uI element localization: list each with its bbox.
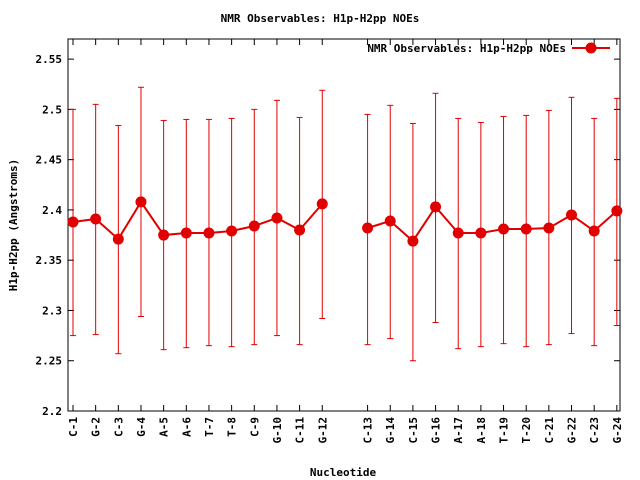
data-point xyxy=(271,212,283,224)
x-tick-label: G-22 xyxy=(566,417,579,444)
data-point xyxy=(248,220,260,232)
x-tick-label: A-6 xyxy=(180,417,193,437)
y-tick-label: 2.25 xyxy=(36,355,63,368)
y-tick-label: 2.45 xyxy=(36,154,63,167)
x-tick-label: C-9 xyxy=(248,417,261,437)
y-tick-label: 2.4 xyxy=(42,204,62,217)
x-tick-label: C-23 xyxy=(588,417,601,444)
legend-label: NMR Observables: H1p-H2pp NOEs xyxy=(367,42,566,55)
x-tick-label: G-12 xyxy=(316,417,329,444)
data-point xyxy=(611,205,623,217)
plot-frame xyxy=(67,38,621,412)
chart-title: NMR Observables: H1p-H2pp NOEs xyxy=(221,12,420,25)
data-point xyxy=(158,229,170,241)
x-tick-label: G-2 xyxy=(90,417,103,437)
series-line-segment xyxy=(367,205,618,243)
data-point xyxy=(294,224,306,236)
series-line-segment xyxy=(72,200,324,241)
x-tick-label: T-20 xyxy=(520,417,533,444)
x-tick-label: G-14 xyxy=(384,417,397,444)
x-tick-label: G-16 xyxy=(430,417,443,444)
x-tick-label: A-5 xyxy=(158,417,171,437)
x-tick-label: C-3 xyxy=(112,417,125,437)
y-tick-label: 2.35 xyxy=(36,254,63,267)
data-point xyxy=(180,227,192,239)
x-axis-label: Nucleotide xyxy=(310,466,377,479)
series-lines xyxy=(72,200,618,243)
data-point xyxy=(407,235,419,247)
data-point xyxy=(430,201,442,213)
x-tick-label: G-24 xyxy=(611,417,624,444)
y-tick-label: 2.5 xyxy=(42,103,62,116)
data-point xyxy=(588,225,600,237)
x-tick-label: A-17 xyxy=(452,417,465,444)
data-point xyxy=(203,227,215,239)
data-point xyxy=(316,198,328,210)
y-tick-label: 2.55 xyxy=(36,53,63,66)
x-tick-label: C-21 xyxy=(543,417,556,444)
x-axis: C-1 G-2 C-3 G-4 A-5 A-6 T-7 T-8 C-9 G-10 C-11 G-12 C… xyxy=(67,39,624,444)
data-point xyxy=(475,227,487,239)
x-tick-label: C-11 xyxy=(294,417,307,444)
data-point xyxy=(498,223,510,235)
x-tick-label: T-7 xyxy=(203,417,216,437)
data-point xyxy=(566,209,578,221)
x-tick-label: C-15 xyxy=(407,417,420,444)
x-tick-label: C-1 xyxy=(67,417,80,437)
data-points xyxy=(67,196,623,247)
x-tick-label: G-10 xyxy=(271,417,284,444)
data-point xyxy=(226,225,238,237)
x-tick-label: T-19 xyxy=(498,417,511,444)
y-tick-label: 2.3 xyxy=(42,304,62,317)
x-tick-label: C-13 xyxy=(362,417,375,444)
legend-marker xyxy=(585,42,597,54)
legend: NMR Observables: H1p-H2pp NOEs xyxy=(367,42,610,55)
x-tick-label: G-4 xyxy=(135,417,148,437)
data-point xyxy=(543,222,555,234)
data-point xyxy=(112,233,124,245)
x-tick-label: A-18 xyxy=(475,417,488,444)
data-point xyxy=(135,196,147,208)
y-tick-label: 2.2 xyxy=(42,405,62,418)
plot-area xyxy=(67,38,621,412)
data-point xyxy=(362,222,374,234)
error-bars xyxy=(70,86,620,362)
y-axis: 2.2 2.25 2.3 2.35 2.4 2.45 2.5 2.55 xyxy=(36,53,620,418)
data-point xyxy=(90,213,102,225)
x-tick-label: T-8 xyxy=(226,417,239,437)
data-point xyxy=(67,216,79,228)
data-point xyxy=(520,223,532,235)
data-point xyxy=(384,215,396,227)
data-point xyxy=(452,227,464,239)
y-axis-label: H1p-H2pp (Angstroms) xyxy=(7,159,20,291)
